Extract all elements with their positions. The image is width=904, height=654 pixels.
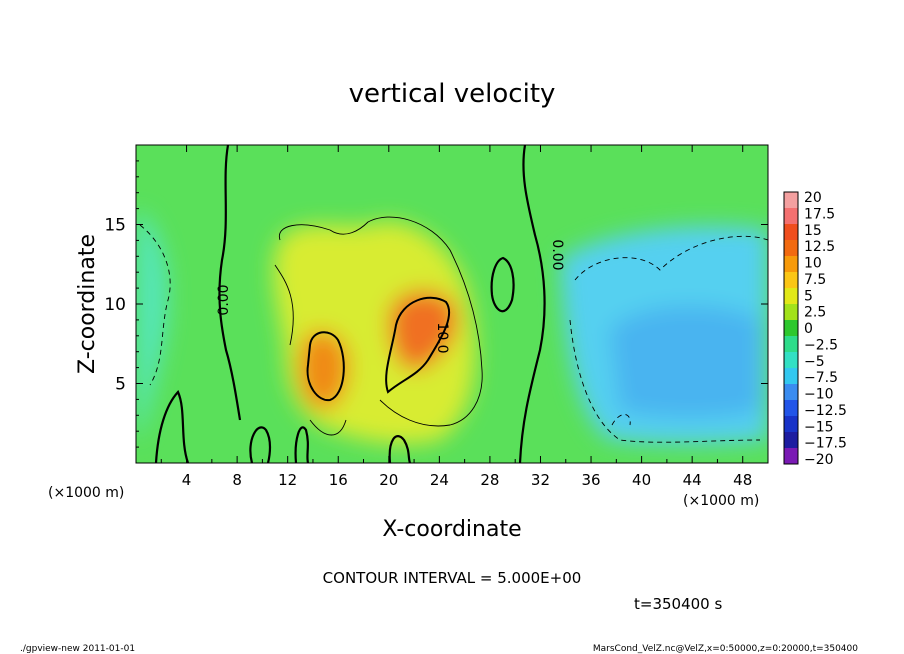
colorbar-label: −15 [804, 419, 834, 435]
time-label: t=350400 s [634, 595, 722, 613]
colorbar: 2017.51512.5107.552.50−2.5−5−7.5−10−12.5… [783, 190, 847, 468]
y-tick-label: 5 [115, 375, 126, 395]
x-tick-label: 4 [182, 471, 192, 489]
chart-title: vertical velocity [349, 79, 556, 109]
colorbar-swatch [784, 272, 798, 289]
colorbar-label: 15 [804, 223, 822, 239]
negative-contours [139, 224, 768, 443]
colorbar-label: 12.5 [804, 239, 835, 255]
x-tick-label: 24 [430, 471, 449, 489]
colorbar-swatch [784, 416, 798, 433]
colorbar-label: −5 [804, 354, 825, 370]
x-tick-label: 36 [581, 471, 600, 489]
x-tick-label: 44 [683, 471, 702, 489]
colorbar-swatch [784, 352, 798, 369]
colorbar-label: −12.5 [804, 403, 847, 419]
y-tick-label: 15 [104, 216, 126, 236]
x-axis-label: X-coordinate [382, 517, 521, 542]
x-tick-label: 32 [531, 471, 550, 489]
colorbar-swatch [784, 256, 798, 273]
colorbar-label: −2.5 [804, 337, 838, 353]
colorbar-swatch [784, 400, 798, 417]
x-tick-label: 40 [632, 471, 651, 489]
colorbar-swatch [784, 368, 798, 385]
colorbar-label: 17.5 [804, 206, 835, 222]
y-tick-label: 10 [104, 295, 126, 315]
x-tick-label: 20 [379, 471, 398, 489]
colorbar-swatch [784, 208, 798, 225]
x-tick-label: 16 [329, 471, 348, 489]
colorbar-label: 5 [804, 288, 813, 304]
colorbar-frame [783, 191, 799, 465]
y-axis: 5 10 15 [104, 160, 768, 448]
plot-area: 0.00 0.00 10.0 [136, 145, 768, 463]
colorbar-swatch [784, 288, 798, 305]
colorbar-label: −17.5 [804, 436, 847, 452]
contour-label-zero-right: 0.00 [549, 239, 565, 270]
colorbar-label: −7.5 [804, 370, 838, 386]
colorbar-swatch [784, 224, 798, 241]
contour-5 [274, 216, 483, 436]
x-tick-label: 28 [480, 471, 499, 489]
contour-interval: CONTOUR INTERVAL = 5.000E+00 [323, 569, 582, 587]
blob-core-left [298, 330, 349, 410]
colorbar-swatch [784, 384, 798, 401]
x-tick-label: 12 [278, 471, 297, 489]
colorbar-label: −10 [804, 387, 834, 403]
contour-label-ten: 10.0 [434, 322, 450, 353]
x-tick-label: 48 [733, 471, 752, 489]
blob-blue-core [610, 306, 760, 418]
zero-contours [154, 145, 546, 463]
colorbar-swatch [784, 192, 798, 209]
x-axis: 4 8 12 16 20 24 28 32 36 40 44 48 [160, 145, 752, 489]
colorbar-label: 20 [804, 190, 822, 206]
footer-right: MarsCond_VelZ.nc@VelZ,x=0:50000,z=0:2000… [593, 644, 858, 654]
colorbar-swatch [784, 320, 798, 337]
colorbar-label: 7.5 [804, 272, 826, 288]
colorbar-label: 0 [804, 321, 813, 337]
colorbar-swatch [784, 432, 798, 449]
colorbar-swatch [784, 240, 798, 257]
field-blobs [136, 210, 768, 445]
blob-core-right [389, 290, 458, 371]
colorbar-swatch [784, 304, 798, 321]
blob-cyan-left [136, 210, 169, 440]
contour-10 [306, 296, 451, 402]
colorbar-label: 10 [804, 256, 822, 272]
x-unit-left: (×1000 m) [48, 485, 124, 501]
colorbar-swatch [784, 336, 798, 353]
colorbar-label: −20 [804, 452, 834, 468]
y-axis-label: Z-coordinate [75, 234, 100, 374]
colorbar-label: 2.5 [804, 305, 826, 321]
contour-label-zero-left: 0.00 [216, 284, 232, 315]
x-unit-right: (×1000 m) [683, 493, 759, 509]
footer-left: ./gpview-new 2011-01-01 [20, 644, 135, 654]
x-tick-label: 8 [232, 471, 242, 489]
colorbar-swatch [784, 448, 798, 465]
